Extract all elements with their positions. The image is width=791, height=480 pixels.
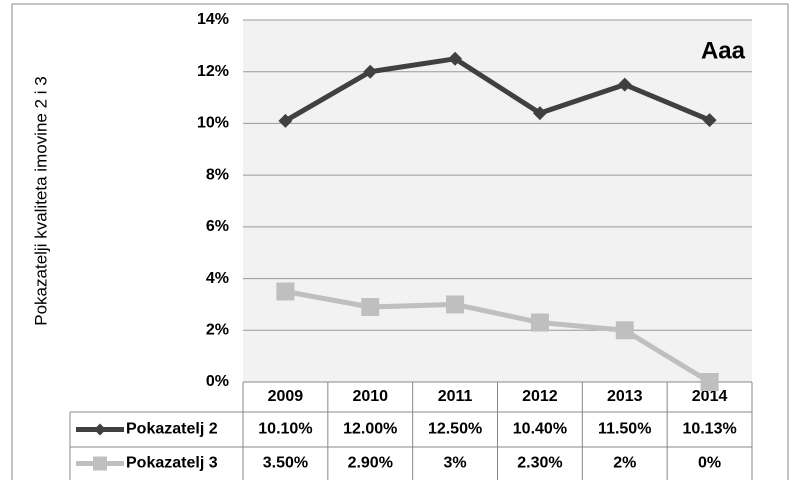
marker <box>446 295 465 314</box>
y-axis-title: Pokazatelji kvaliteta imovine 2 i 3 <box>31 76 50 325</box>
y-tick-label: 10% <box>197 115 229 132</box>
legend-label: Pokazatelj 2 <box>126 421 218 438</box>
series-line <box>284 289 711 385</box>
y-tick-label: 12% <box>197 63 229 80</box>
marker <box>363 64 378 79</box>
table-value: 2% <box>613 455 636 472</box>
x-tick-label: 2014 <box>692 388 728 405</box>
marker <box>278 113 293 128</box>
marker <box>530 313 549 332</box>
plot-area <box>243 20 752 382</box>
x-tick-label: 2013 <box>607 388 643 405</box>
x-tick-label: 2011 <box>438 388 473 405</box>
y-tick-label: 14% <box>197 11 229 28</box>
y-tick-label: 2% <box>206 322 229 339</box>
annotation: Aaa <box>701 37 746 64</box>
marker <box>532 106 547 121</box>
table-value: 10.10% <box>258 421 312 438</box>
marker <box>361 298 380 317</box>
table-value: 10.13% <box>682 421 736 438</box>
y-tick-label: 6% <box>206 218 229 235</box>
table-value: 2.30% <box>517 455 562 472</box>
table-value: 11.50% <box>598 421 651 438</box>
marker <box>617 77 632 92</box>
table-value: 0% <box>698 455 721 472</box>
x-tick-label: 2010 <box>352 388 388 405</box>
table-value: 12.00% <box>343 421 397 438</box>
marker <box>615 321 634 340</box>
marker <box>700 373 719 391</box>
table-value: 10.40% <box>513 421 567 438</box>
x-tick-label: 2012 <box>522 388 558 405</box>
marker <box>448 51 463 66</box>
series-line <box>284 56 711 124</box>
legend-marker <box>94 423 106 436</box>
y-tick-label: 8% <box>206 166 229 183</box>
y-tick-label: 4% <box>206 270 229 287</box>
x-tick-label: 2009 <box>268 388 304 405</box>
table-value: 2.90% <box>348 455 393 472</box>
legend-marker <box>93 456 107 471</box>
y-tick-label: 0% <box>206 373 229 390</box>
table-value: 3% <box>444 455 467 472</box>
legend-label: Pokazatelj 3 <box>126 455 218 472</box>
table-value: 3.50% <box>263 455 308 472</box>
marker <box>276 282 295 301</box>
table-value: 12.50% <box>428 421 482 438</box>
marker <box>702 113 717 128</box>
